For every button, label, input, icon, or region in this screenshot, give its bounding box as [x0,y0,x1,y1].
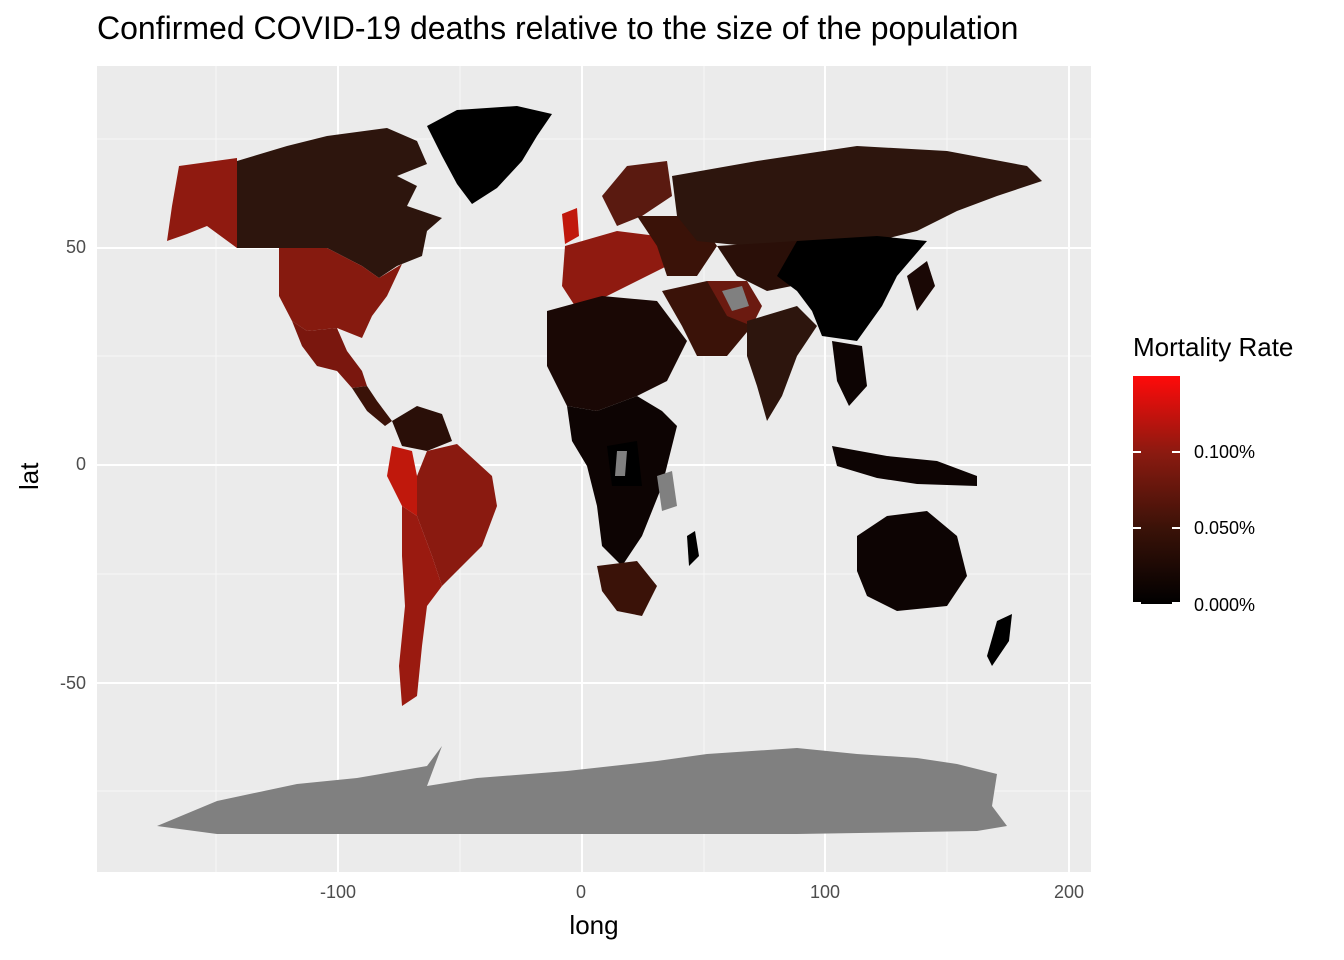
legend-tick-mark [1172,602,1180,604]
y-axis-title: lat [14,462,44,490]
brazil [417,444,497,586]
peru [387,446,417,516]
canada [237,128,442,278]
y-tick-label: 0 [75,454,86,474]
world-map [97,66,1091,872]
mexico [292,321,367,388]
x-axis-title: long [569,910,619,940]
x-tick-label: -100 [319,882,357,902]
japan [907,261,935,311]
north-africa [547,296,687,411]
uk [562,208,579,244]
china [777,236,927,341]
alaska [167,158,237,248]
madagascar [687,531,699,566]
legend-label: 0.000% [1194,595,1256,615]
y-tick-label: -50 [59,673,86,693]
legend-tick-mark [1133,602,1141,604]
central-america [352,386,392,426]
x-tick-label: 200 [1053,882,1085,902]
legend-colorbar [1133,376,1180,604]
colombia-venezuela [392,406,452,451]
south-africa [597,561,657,616]
russia [672,146,1042,246]
chart-title: Confirmed COVID-19 deaths relative to th… [97,10,1019,46]
legend-tick-mark [1133,527,1141,529]
argentina-chile [399,506,442,706]
new-zealand [987,614,1012,666]
india [747,306,817,421]
x-tick-label: 0 [575,882,586,902]
map-plot-area [97,66,1091,872]
legend-tick-mark [1133,451,1141,453]
legend-tick-mark [1172,451,1180,453]
australia [857,511,967,611]
legend-tick-mark [1172,527,1180,529]
x-tick-label: 100 [809,882,841,902]
legend-label: 0.100% [1194,442,1256,462]
legend-label: 0.050% [1194,518,1256,538]
missing-data-asia [722,286,749,311]
y-tick-label: 50 [65,237,86,257]
countries [157,106,1042,834]
greenland [427,106,552,204]
indonesia [832,446,977,486]
western-europe [562,231,667,306]
legend-title: Mortality Rate [1133,332,1294,362]
missing-data-east-africa [657,471,677,511]
southeast-asia [832,341,867,406]
scandinavia [602,161,672,226]
missing-data-central-africa [615,451,627,476]
antarctica [157,746,1007,834]
usa [279,248,402,338]
